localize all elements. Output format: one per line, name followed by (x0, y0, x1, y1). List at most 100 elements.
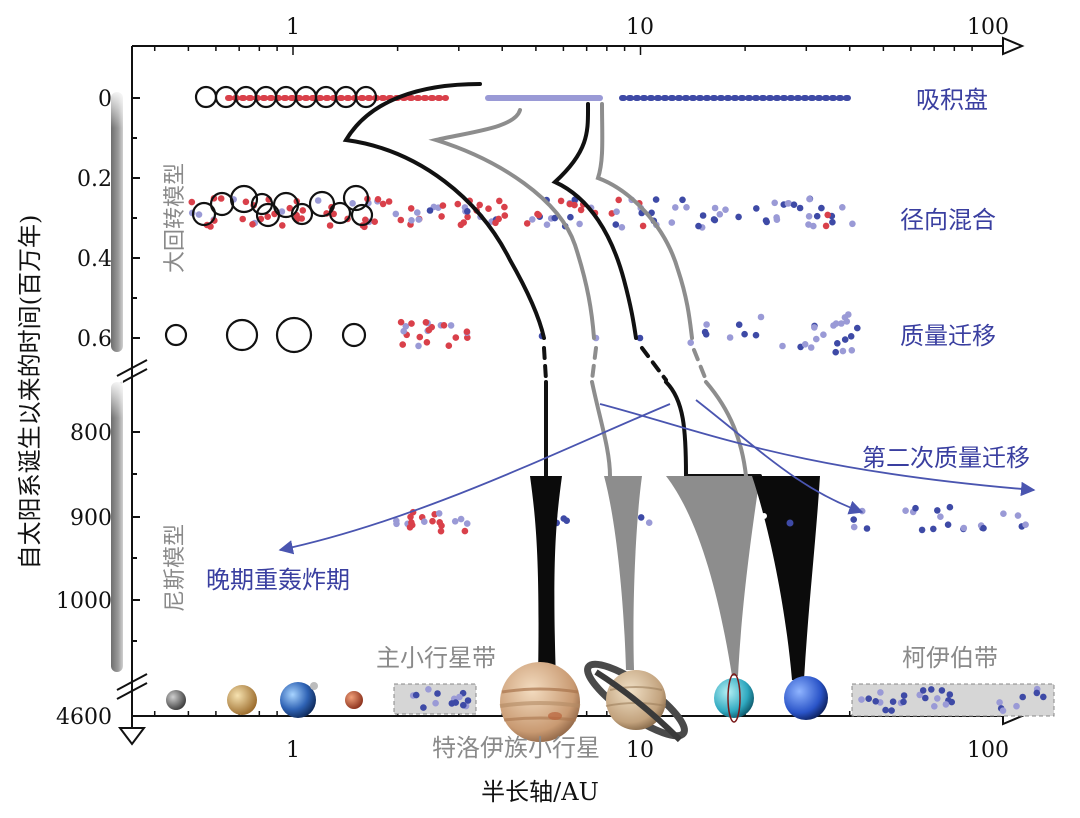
planetesimal-dot (379, 200, 387, 208)
planetesimal-dot (834, 340, 841, 347)
planetesimal-dot (841, 314, 849, 321)
planetesimal-dot (362, 216, 369, 224)
planetary-embryo (350, 203, 374, 227)
left-axis-arrow (118, 727, 146, 746)
planetesimal-dot (771, 199, 778, 207)
planetesimal-dot (577, 206, 585, 214)
planetesimal-dot (930, 525, 937, 533)
planetesimal-dot (425, 326, 433, 334)
ice-giant-1-track (551, 102, 638, 340)
planetesimal-dot (452, 334, 460, 341)
planetesimal-dot (445, 342, 453, 350)
axis-break-lower-b (116, 682, 148, 700)
planetesimal-dot (818, 204, 825, 212)
planetesimal-dot (703, 321, 710, 328)
planetesimal-dot (476, 201, 484, 209)
planetesimal-dot (195, 211, 203, 218)
planetesimal-dot (850, 516, 857, 523)
planetesimal-dot (801, 341, 809, 348)
planetesimal-dot (784, 200, 792, 207)
x-tick-bottom-10: 10 (626, 738, 654, 763)
planetesimal-dot (278, 208, 286, 215)
planetary-embryo (290, 202, 314, 226)
planetary-embryo (328, 201, 352, 225)
mercury (166, 690, 186, 710)
saturn-track-nice (590, 380, 612, 478)
x-tick-top-100: 100 (967, 15, 1009, 40)
planetesimal-dot (863, 525, 871, 532)
planetesimal-dot (464, 213, 471, 221)
planetesimal-dot (636, 334, 644, 342)
y-tick-900: 900 (70, 506, 112, 531)
y-tick-1000: 1000 (56, 589, 112, 614)
y-axis-tick-marks (132, 97, 140, 717)
planetesimal-dot (888, 707, 895, 714)
planetesimal-dot (423, 339, 431, 346)
mars (345, 691, 363, 709)
planetesimal-dot (402, 323, 410, 330)
planetary-embryos (164, 85, 378, 354)
region-label-kuiper-belt: 柯伊伯带 (902, 644, 998, 672)
planetesimal-dot (397, 216, 405, 224)
planets (166, 660, 828, 743)
planetesimal-dot (639, 222, 647, 230)
planetesimal-dot (534, 210, 541, 218)
planetesimal-dot (1019, 693, 1026, 701)
planetesimal-dot (571, 201, 578, 209)
planetary-embryo (225, 318, 259, 352)
region-dots (409, 685, 1047, 714)
planetesimal-dot (392, 210, 400, 218)
planetesimal-dot (397, 318, 405, 326)
planetesimal-dot (832, 348, 839, 356)
planetesimal-dot (960, 524, 968, 532)
planetesimal-dot (415, 216, 423, 223)
x-tick-top-10: 10 (626, 15, 654, 40)
y-tick-0.2: 0.2 (77, 167, 112, 192)
planetesimal-dot (1022, 521, 1029, 528)
planetesimal-dot (824, 211, 831, 219)
planetesimal-dot (668, 219, 676, 226)
planet-wedges (530, 476, 820, 680)
planetary-embryo (191, 201, 217, 227)
event-label-second-migration: 第二次质量迁移 (862, 444, 1030, 472)
top-axis-arrow (1002, 36, 1025, 56)
planetesimal-dot (722, 206, 729, 213)
planetesimal-dot (683, 204, 690, 211)
planetesimal-dot (937, 513, 944, 520)
planetesimal-dot (735, 213, 742, 221)
planetesimal-dot (918, 526, 926, 534)
planetesimal-dot (188, 198, 196, 206)
main-belt-box (393, 683, 477, 715)
planetary-embryo (194, 85, 218, 109)
neptune (784, 676, 828, 720)
planetesimal-dot (618, 224, 626, 231)
planetesimal-dot (563, 517, 570, 524)
planetesimal-dot (447, 322, 455, 329)
planetesimal-dot (457, 221, 465, 229)
uranus-wedge (666, 476, 760, 676)
planetesimal-dot (889, 698, 897, 705)
planetesimal-dot (217, 195, 225, 202)
planetesimal-dot (421, 518, 428, 525)
planetesimal-dots (188, 195, 1029, 535)
x-tick-top-1: 1 (286, 15, 300, 40)
planetesimal-dot (931, 703, 938, 710)
planetesimal-dot (687, 339, 694, 347)
planetesimal-dot (436, 519, 444, 526)
planetesimal-dot (980, 524, 987, 532)
planetesimal-dot (464, 697, 472, 704)
planetesimal-dot (374, 196, 382, 203)
planet-tracks (342, 82, 762, 478)
planetesimal-dot (652, 196, 660, 203)
planetesimal-dot (822, 222, 830, 230)
planetary-embryo (164, 323, 188, 347)
planetesimal-dot (805, 221, 812, 228)
y-tick-0: 0 (98, 87, 112, 112)
planetesimal-dot (752, 331, 760, 339)
planetesimal-dot (850, 523, 858, 531)
saturn-wedge (604, 476, 642, 670)
axes (116, 36, 1025, 746)
planetesimal-dot (820, 331, 827, 339)
planetesimal-dot (432, 699, 439, 707)
